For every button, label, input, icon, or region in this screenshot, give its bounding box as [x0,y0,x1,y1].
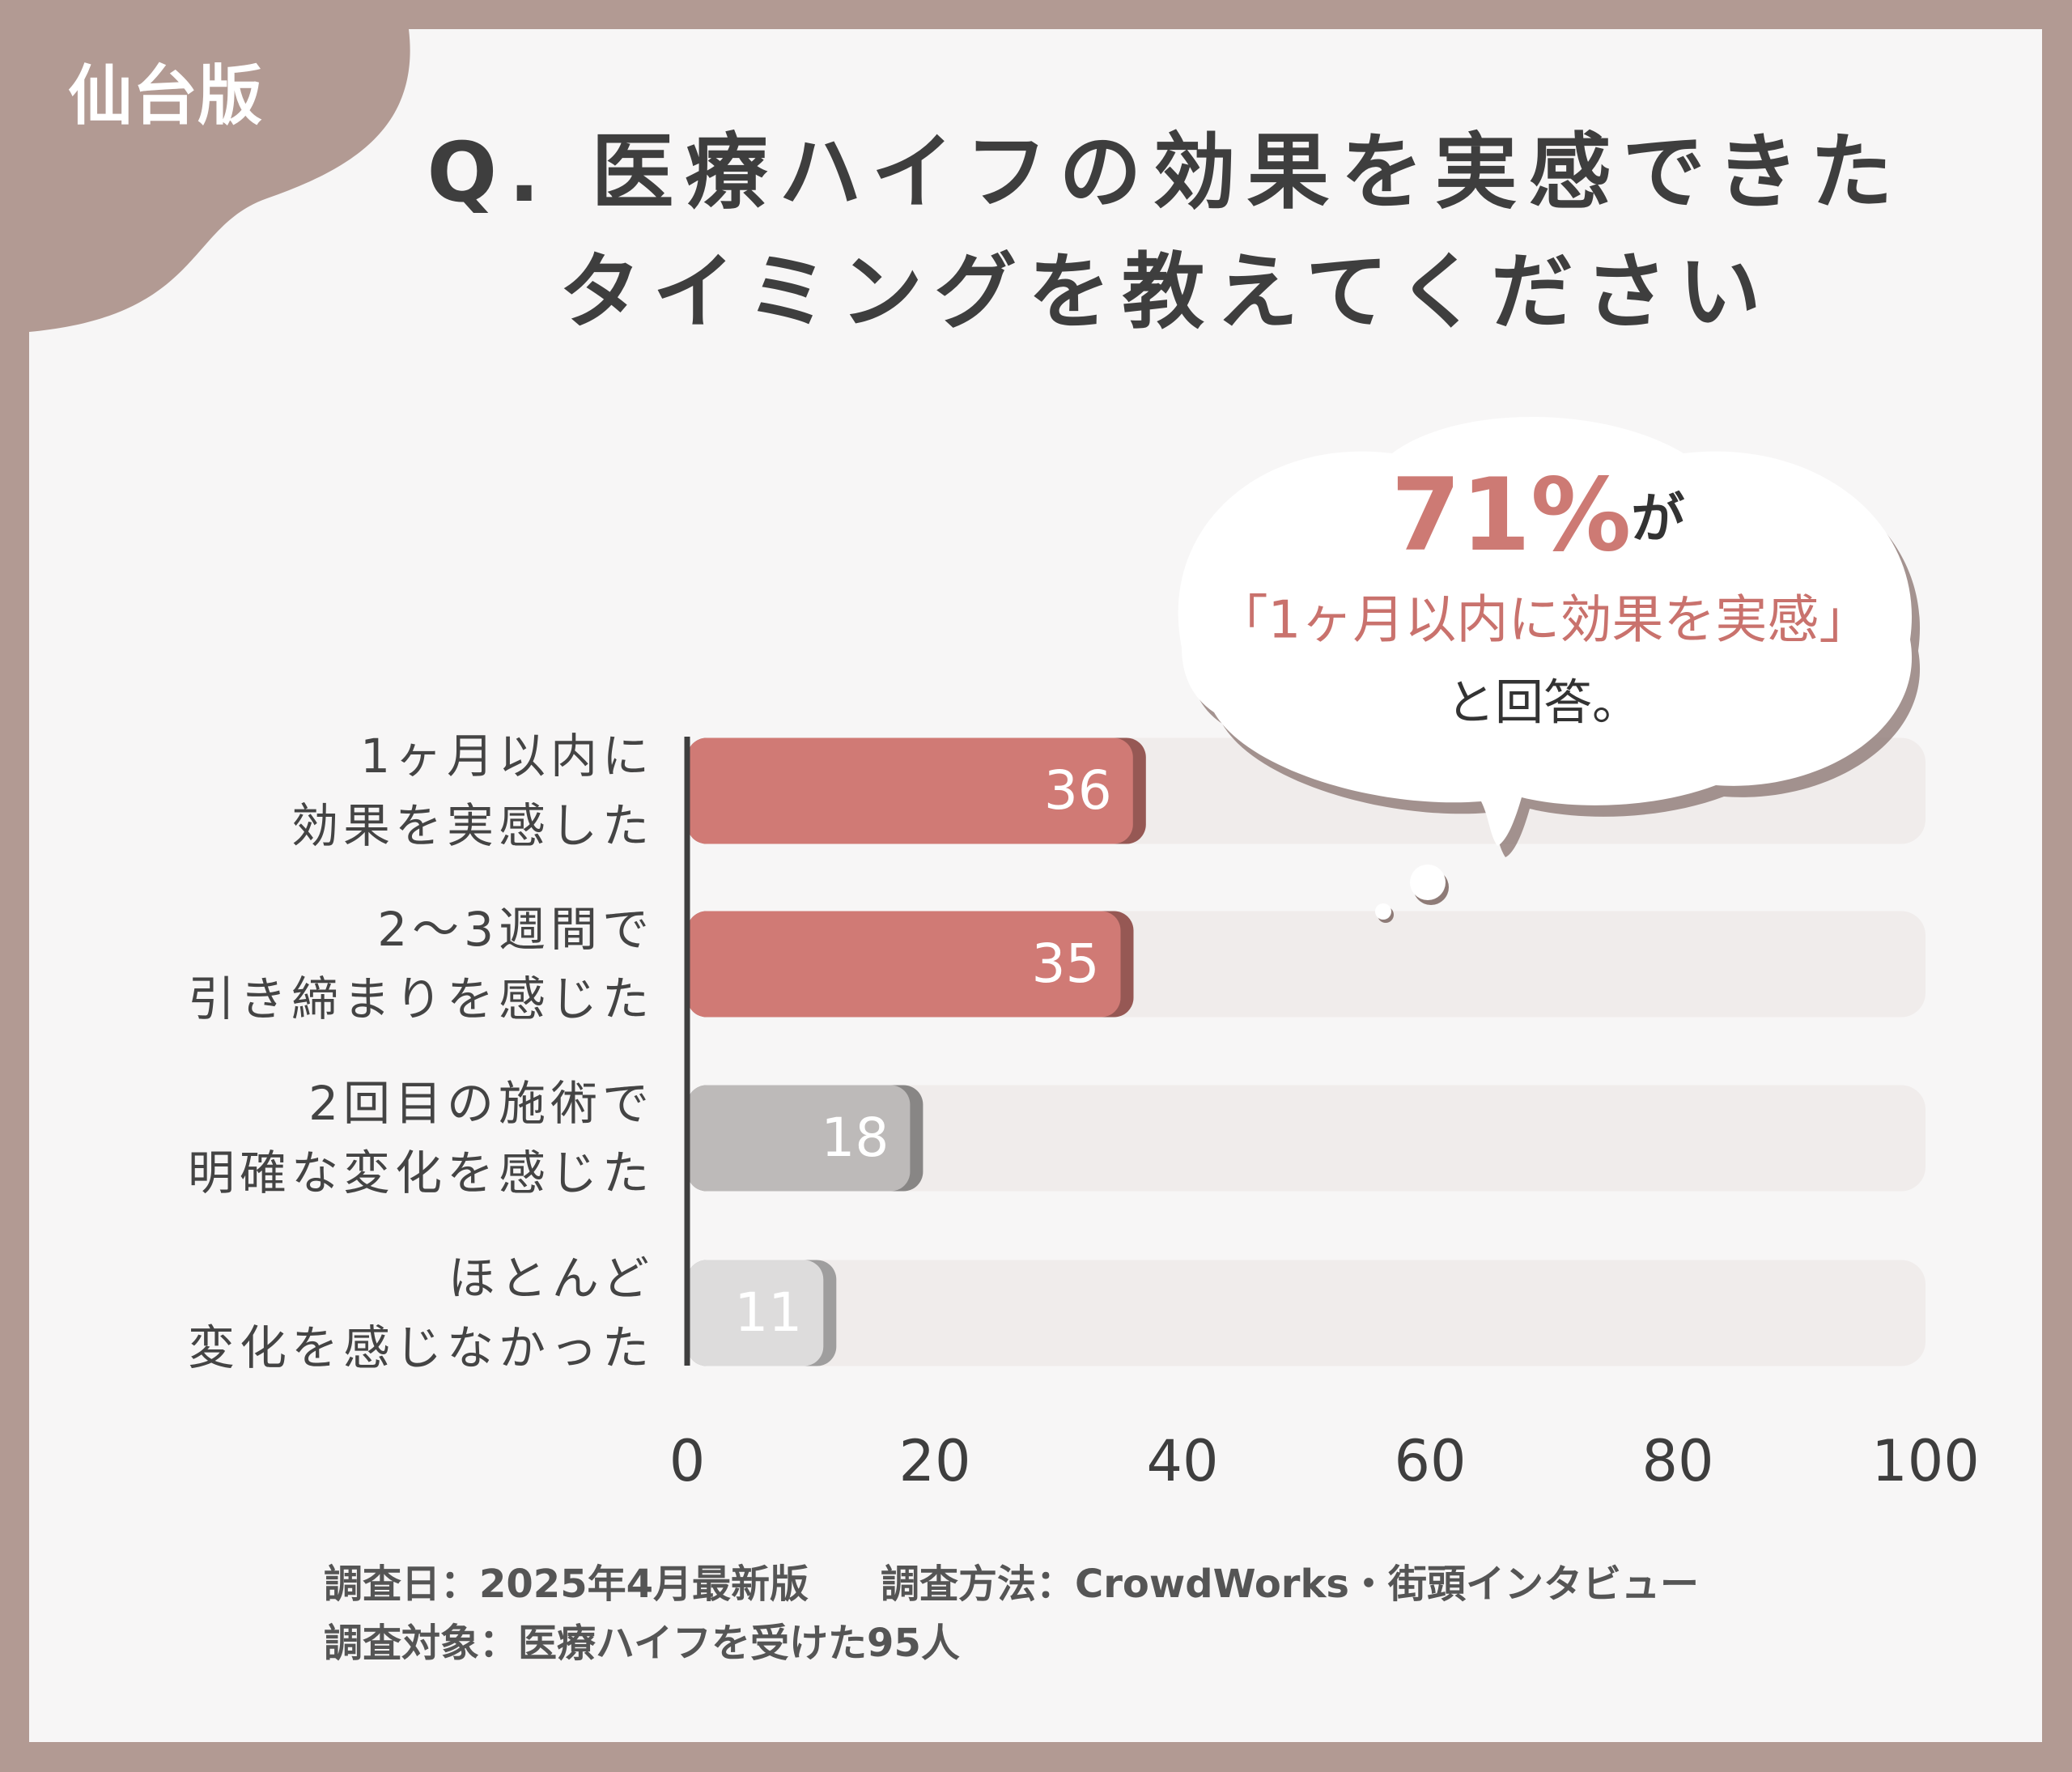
x-tick-label: 20 [898,1428,970,1494]
value-label: 11 [734,1281,802,1344]
x-tick-label: 100 [1871,1428,1980,1494]
bar [687,737,1133,844]
badge-text: 仙台版 [68,58,262,134]
callout-suffix: が [1631,487,1684,550]
callout-bubble [1178,417,1913,846]
callout [1178,417,1921,923]
panel [29,29,2042,1742]
callout-line: 「1ヶ月以内に効果を実感」 [1216,591,1871,651]
category-label: ほとんど 変化を感じなかった [187,1251,654,1375]
x-tick-label: 60 [1394,1428,1466,1494]
badge-shape [29,29,410,332]
category-label: 1ヶ月以内に 効果を実感した [291,729,654,853]
footer-text: 調査対象：医療ハイフを受けた95人 [324,1621,960,1666]
value-label: 36 [1044,759,1112,822]
category-label: 2〜3週間で 引き締まりを感じた [187,902,654,1026]
callout-highlight: 71% [1391,457,1632,574]
callout-headline: 71%が [1391,457,1685,574]
footer-text: 調査日：2025年4月最新版 [324,1562,809,1607]
x-tick-label: 40 [1146,1428,1218,1494]
footer-text: 調査方法：CrowdWorks・街頭インタビュー [881,1562,1699,1607]
bar [687,911,1121,1018]
category-label: 2回目の施術で 明確な変化を感じた [187,1076,654,1200]
callout-dot [1410,865,1446,900]
value-label: 35 [1032,933,1100,995]
bar [687,1260,824,1366]
value-label: 18 [821,1107,889,1169]
x-tick-label: 80 [1641,1428,1713,1494]
chart-title: Q. 医療ハイフの効果を実感できた タイミングを教えてください [427,125,1904,341]
x-tick-label: 0 [669,1428,706,1494]
bar-track [687,1260,1926,1366]
bar-track [687,1085,1926,1192]
callout-line: と回答。 [1446,675,1641,732]
bar [687,1085,911,1192]
callout-dot [1375,903,1391,920]
